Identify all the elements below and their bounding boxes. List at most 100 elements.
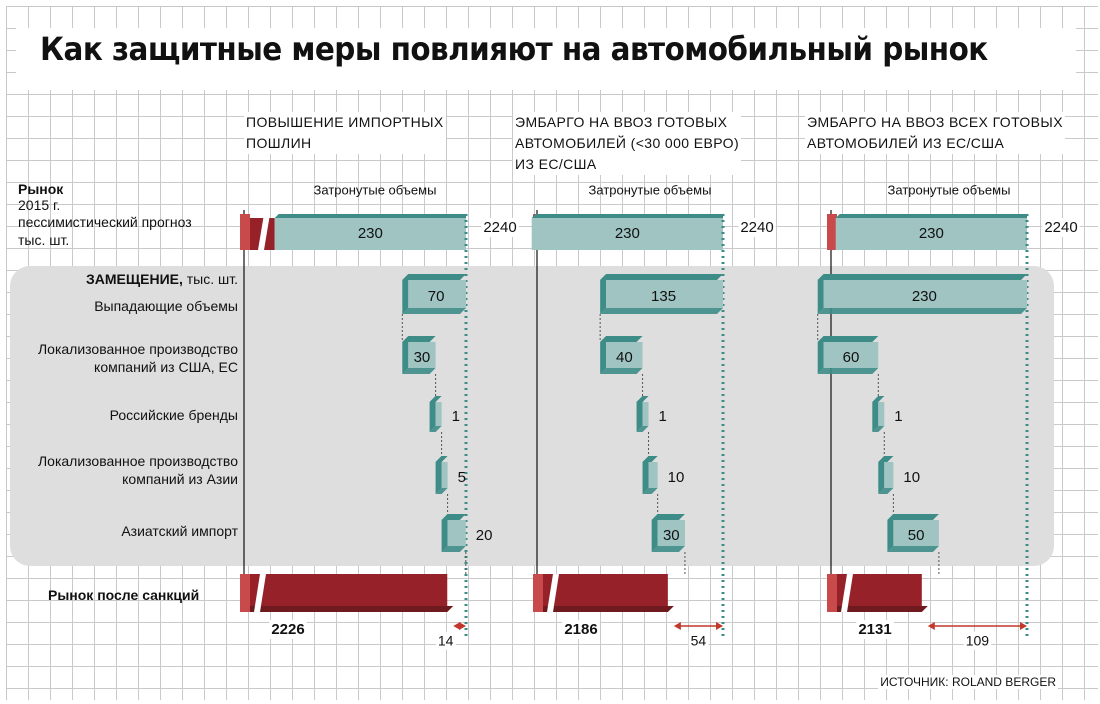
scenario-1-after-market-value: 2226 (271, 621, 304, 638)
scenario-1-replacement-bar-1-bottom (402, 368, 436, 374)
scenario-2-replacement-value-2: 1 (659, 408, 667, 425)
scenario-1-after-bar-cap (240, 574, 250, 612)
scenario-1-replacement-bar-3-bottom (435, 488, 448, 494)
scenario-3-after-bar-bottom (831, 606, 928, 612)
scenario-3-replacement-bar-3-bottom (878, 488, 894, 494)
scenario-3-lost-bar-side (817, 274, 824, 314)
scenario-1-replacement-bar-4-side (441, 514, 448, 552)
scenario-3-replacement-value-1: 60 (843, 349, 860, 366)
scenario-3-market-total-value: 2240 (1044, 219, 1077, 236)
scenario-1-market-affected-bar (274, 218, 466, 250)
scenario-1-after-bar-bottom (244, 606, 454, 612)
scenario-3-replacement-bar-2-face (878, 402, 885, 426)
scenario-3-replacement-bar-2-bottom (872, 426, 885, 432)
scenario-2-replacement-value-4: 30 (663, 527, 680, 544)
scenario-3-market-affected-bar (835, 218, 1027, 250)
scenario-2-difference-value-backdrop (688, 631, 709, 650)
scenario-3-after-market-value-backdrop (856, 619, 894, 639)
scenario-2-replacement-bar-1-bottom (600, 368, 643, 374)
scenario-3-replacement-bar-4-face (893, 520, 939, 546)
scenario-1-replacement-bar-4-face (447, 520, 466, 546)
scenario-2-replacement-bar-3-bottom (642, 488, 658, 494)
scenario-2-replacement-bar-3-face (648, 462, 658, 488)
scenario-1-replacement-bar-1-top (402, 336, 436, 342)
scenario-1-after-market-value-backdrop (269, 619, 307, 639)
scenario-2-after-bar-cap (533, 574, 543, 612)
scenario-2-difference-value: 54 (691, 633, 707, 649)
scenario-2-replacement-bar-4 (651, 514, 685, 552)
scenario-3-market-base-cap (827, 214, 837, 250)
scenario-3-affected-label: Затронутые объемы (888, 182, 1011, 197)
scenario-1-replacement-value-2: 1 (452, 408, 460, 425)
scenario-3-replacement-bar-3-face (884, 462, 894, 488)
scenario-1-replacement-value-4: 20 (476, 527, 493, 544)
scenario-1-affected-label: Затронутые объемы (314, 182, 437, 197)
scenario-3-lost-value: 230 (912, 288, 937, 305)
scenario-3-market-total-value-backdrop (1042, 217, 1080, 237)
market-label-line-3: пессимистический прогноз (18, 214, 192, 230)
scenario-2-header: ЭМБАРГО НА ВВОЗ ГОТОВЫХ АВТОМОБИЛЕЙ (<30… (513, 112, 742, 175)
scenario-2-replacement-value-3: 10 (668, 469, 685, 486)
scenario-2-header-line-1: ЭМБАРГО НА ВВОЗ ГОТОВЫХ (515, 114, 728, 130)
scenario-3-replacement-bar-4 (887, 514, 939, 552)
scenario-2-replacement-bar-4-face (657, 520, 685, 546)
scenario-1-market-base-cap (240, 214, 250, 250)
scenario-2-affected-label: Затронутые объемы (589, 182, 712, 197)
scenario-1-replacement-value-1: 30 (414, 349, 431, 366)
scenario-3-replacement-bar-1-side (817, 336, 824, 374)
lost-volumes-label: Выпадающие объемы (94, 298, 238, 314)
scenario-3-after-bar-cap (827, 574, 837, 612)
scenario-1-lost-bar-bottom (402, 308, 466, 314)
scenario-2-replacement-bar-2-face (642, 402, 649, 426)
scenario-1-replacement-bar-1-face (408, 342, 436, 368)
source-note: ИСТОЧНИК: ROLAND BERGER (878, 675, 1058, 689)
scenario-1-replacement-bar-3 (435, 456, 448, 494)
scenario-3-lost-bar (817, 274, 1027, 314)
scenario-2-lost-bar (600, 274, 723, 314)
scenario-2-after-market-value: 2186 (564, 621, 597, 638)
scenario-1-replacement-bar-4-bottom (441, 546, 466, 552)
scenario-2-difference-arrow-left (673, 622, 681, 630)
scenario-3-difference-arrow-left (927, 622, 935, 630)
scenario-2-after-market-value-backdrop (562, 619, 600, 639)
scenario-2-replacement-bar-1-face (606, 342, 643, 368)
scenario-3-replacement-bar-4-top (887, 514, 939, 520)
scenario-1-lost-bar-side (402, 274, 409, 314)
scenario-3-replacement-bar-2-side (872, 396, 879, 432)
scenario-1-header: ПОВЫШЕНИЕ ИМПОРТНЫХ ПОШЛИН (244, 112, 446, 154)
scenario-3-replacement-bar-1 (817, 336, 879, 374)
scenario-3-replacement-bar-1-top (817, 336, 879, 342)
scenario-1-replacement-bar-2-bottom (429, 426, 442, 432)
scenario-3-difference-value-backdrop (963, 631, 992, 650)
scenario-2-market-total-value-backdrop (738, 217, 776, 237)
scenario-1-replacement-bar-2 (429, 396, 442, 432)
scenario-2-replacement-bar-4-top (651, 514, 685, 520)
scenario-3-difference-arrow-right (1020, 622, 1027, 630)
scenario-2-market-affected-top (531, 214, 723, 218)
scenario-1-replacement-bar-1-side (402, 336, 409, 374)
scenario-3-replacement-bar-3-side (878, 456, 885, 494)
scenario-1-lost-value: 70 (428, 288, 445, 305)
scenario-2-market-affected-bar (531, 218, 723, 250)
scenario-2-replacement-bar-1-side (600, 336, 607, 374)
scenario-3-after-market-value: 2131 (858, 621, 891, 638)
scenario-1-market-affected-value: 230 (358, 225, 383, 242)
loc-asia-label-line-2: компаний из Азии (122, 471, 238, 487)
russian-brands-label: Российские бренды (109, 407, 238, 423)
scenario-3-replacement-bar-1-bottom (817, 368, 879, 374)
scenario-3-replacement-value-3: 10 (903, 469, 920, 486)
replacement-label-bold: ЗАМЕЩЕНИЕ, (85, 271, 183, 287)
scenario-3-replacement-bar-4-bottom (887, 546, 939, 552)
scenario-3-difference-value: 109 (966, 633, 990, 649)
scenario-1-lost-bar-top (402, 274, 466, 280)
market-label-line-4: тыс. шт. (18, 232, 70, 248)
scenario-2-replacement-bar-3-side (642, 456, 649, 494)
scenario-3-replacement-bar-4-side (887, 514, 894, 552)
scenario-1-market-total-value-backdrop (481, 217, 519, 237)
scenario-1-replacement-bar-2-face (435, 402, 442, 426)
scenario-2-after-bar-bottom (537, 606, 674, 612)
market-label-line-1: Рынок (18, 181, 64, 197)
scenario-1-after-bar (244, 574, 448, 606)
replacement-label: ЗАМЕЩЕНИЕ, тыс. шт. (86, 270, 238, 288)
